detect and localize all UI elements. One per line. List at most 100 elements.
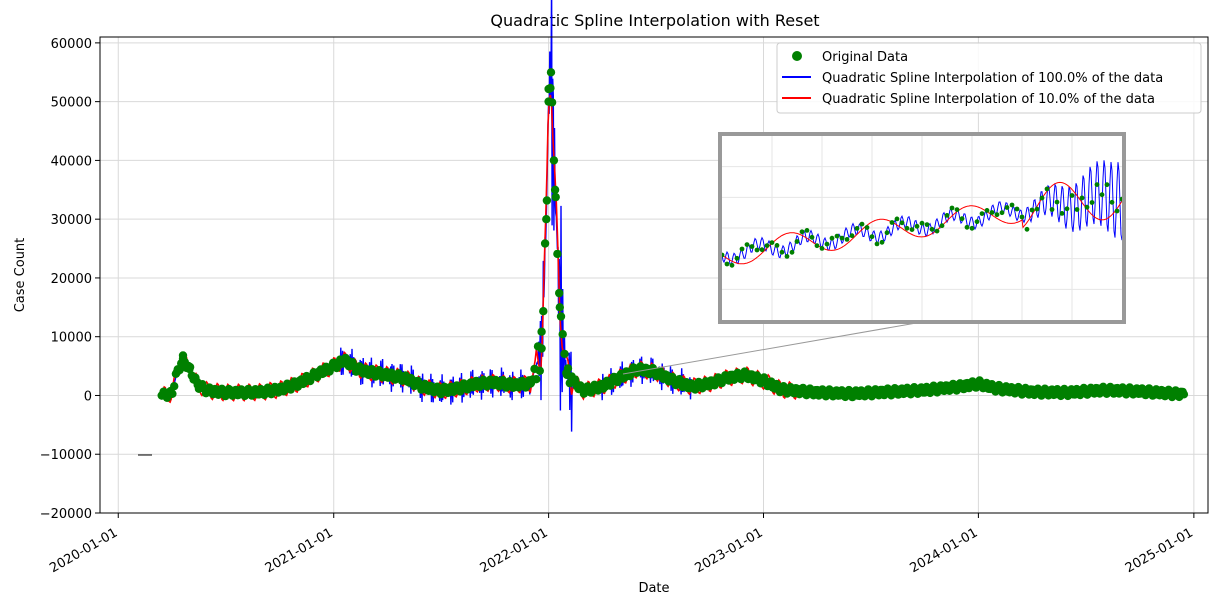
- original-data-point: [546, 68, 556, 77]
- original-data-point: [551, 192, 560, 202]
- inset-data-point: [899, 220, 905, 226]
- y-tick-label: 0: [84, 389, 92, 404]
- original-data-point: [526, 379, 535, 388]
- original-data-point: [615, 373, 624, 382]
- inset-data-point: [854, 226, 860, 231]
- original-data-point: [1027, 387, 1037, 397]
- original-data-point: [560, 349, 569, 359]
- original-data-point: [651, 367, 660, 377]
- original-data-point: [353, 364, 362, 374]
- inset-data-point: [1114, 208, 1120, 214]
- original-data-point: [759, 376, 768, 385]
- inset-data-point: [999, 210, 1005, 216]
- inset-data-point: [824, 241, 830, 247]
- original-data-point: [537, 344, 546, 353]
- inset-data-point: [914, 223, 920, 229]
- x-tick-label: 2024-01-01: [907, 525, 980, 576]
- inset-data-point: [1064, 206, 1070, 212]
- inset-data-point: [849, 233, 855, 239]
- inset-data-point: [1059, 211, 1065, 216]
- original-data-point: [570, 375, 580, 384]
- original-data-point: [221, 388, 230, 397]
- legend: Original Data Quadratic Spline Interpola…: [776, 42, 1202, 114]
- inset-data-point: [764, 243, 770, 249]
- original-data-point: [687, 382, 696, 391]
- x-tick-label: 2023-01-01: [693, 525, 766, 576]
- inset-data-point: [1004, 205, 1010, 210]
- inset-data-point: [789, 249, 795, 255]
- inset-data-point: [739, 246, 745, 252]
- chart-title: Quadratic Spline Interpolation with Rese…: [490, 11, 819, 30]
- original-data-point: [549, 156, 559, 165]
- inset-data-point: [1099, 192, 1105, 198]
- inset-data-point: [1079, 195, 1085, 201]
- original-data-point: [544, 97, 553, 106]
- inset-data-point: [1074, 207, 1080, 212]
- original-data-point: [490, 378, 499, 387]
- original-data-point: [382, 370, 391, 380]
- legend-marker-original: [792, 51, 802, 61]
- original-data-point: [1171, 389, 1180, 398]
- original-data-point: [563, 364, 573, 373]
- inset-data-point: [944, 213, 950, 218]
- original-data-point: [532, 375, 541, 384]
- inset-data-point: [839, 235, 845, 241]
- legend-label-10pct: Quadratic Spline Interpolation of 10.0% …: [822, 92, 1155, 107]
- original-data-point: [555, 288, 564, 298]
- inset-data-point: [814, 243, 820, 249]
- original-data-point: [239, 388, 248, 397]
- original-data-point: [418, 382, 427, 391]
- x-axis-title: Date: [638, 581, 669, 596]
- original-data-point: [537, 327, 546, 336]
- inset-data-point: [844, 237, 850, 242]
- inset-data-point: [1069, 193, 1075, 198]
- inset-data-point: [979, 211, 985, 217]
- inset-data-point: [1109, 199, 1115, 205]
- inset-zoom-panel: [719, 136, 1125, 320]
- original-data-point: [955, 382, 965, 391]
- y-tick-label: 30000: [51, 213, 92, 228]
- inset-data-point: [1009, 202, 1015, 208]
- inset-data-point: [1044, 186, 1050, 192]
- original-data-point: [170, 382, 179, 391]
- inset-data-point: [1039, 195, 1045, 201]
- inset-data-point: [1089, 200, 1095, 205]
- original-data-point: [741, 370, 750, 380]
- original-data-point: [535, 366, 544, 375]
- inset-data-point: [1084, 204, 1090, 210]
- original-data-point: [539, 307, 548, 316]
- plot-area: [157, 0, 1189, 432]
- original-data-point: [329, 361, 338, 371]
- inset-data-point: [924, 222, 930, 228]
- original-data-point: [1099, 386, 1109, 395]
- inset-data-point: [884, 230, 890, 236]
- inset-data-point: [754, 247, 760, 253]
- original-data-point: [597, 382, 606, 391]
- original-data-point: [364, 367, 373, 377]
- x-tick-label: 2022-01-01: [478, 525, 551, 576]
- original-data-point: [275, 385, 284, 394]
- original-data-point: [550, 185, 560, 194]
- original-data-point: [723, 373, 732, 382]
- inset-data-point: [964, 224, 970, 230]
- original-data-point: [185, 364, 194, 374]
- original-data-point: [669, 376, 678, 385]
- inset-data-point: [879, 239, 885, 245]
- y-tick-label: −10000: [40, 448, 92, 463]
- original-data-point: [508, 380, 517, 390]
- x-axis: 2020-01-01 2021-01-01 2022-01-01 2023-01-01…: [47, 513, 1196, 576]
- inset-connector: [622, 321, 923, 375]
- original-data-point: [558, 330, 567, 339]
- original-data-point: [400, 373, 409, 382]
- original-data-point: [556, 312, 566, 321]
- inset-data-point: [829, 235, 835, 241]
- inset-data-point: [934, 228, 940, 234]
- inset-data-point: [859, 221, 865, 227]
- y-tick-label: 20000: [51, 272, 92, 287]
- original-data-point: [705, 379, 714, 388]
- inset-data-point: [734, 255, 740, 261]
- inset-data-point: [809, 234, 815, 240]
- inset-data-point: [769, 240, 775, 246]
- inset-data-point: [1104, 182, 1110, 188]
